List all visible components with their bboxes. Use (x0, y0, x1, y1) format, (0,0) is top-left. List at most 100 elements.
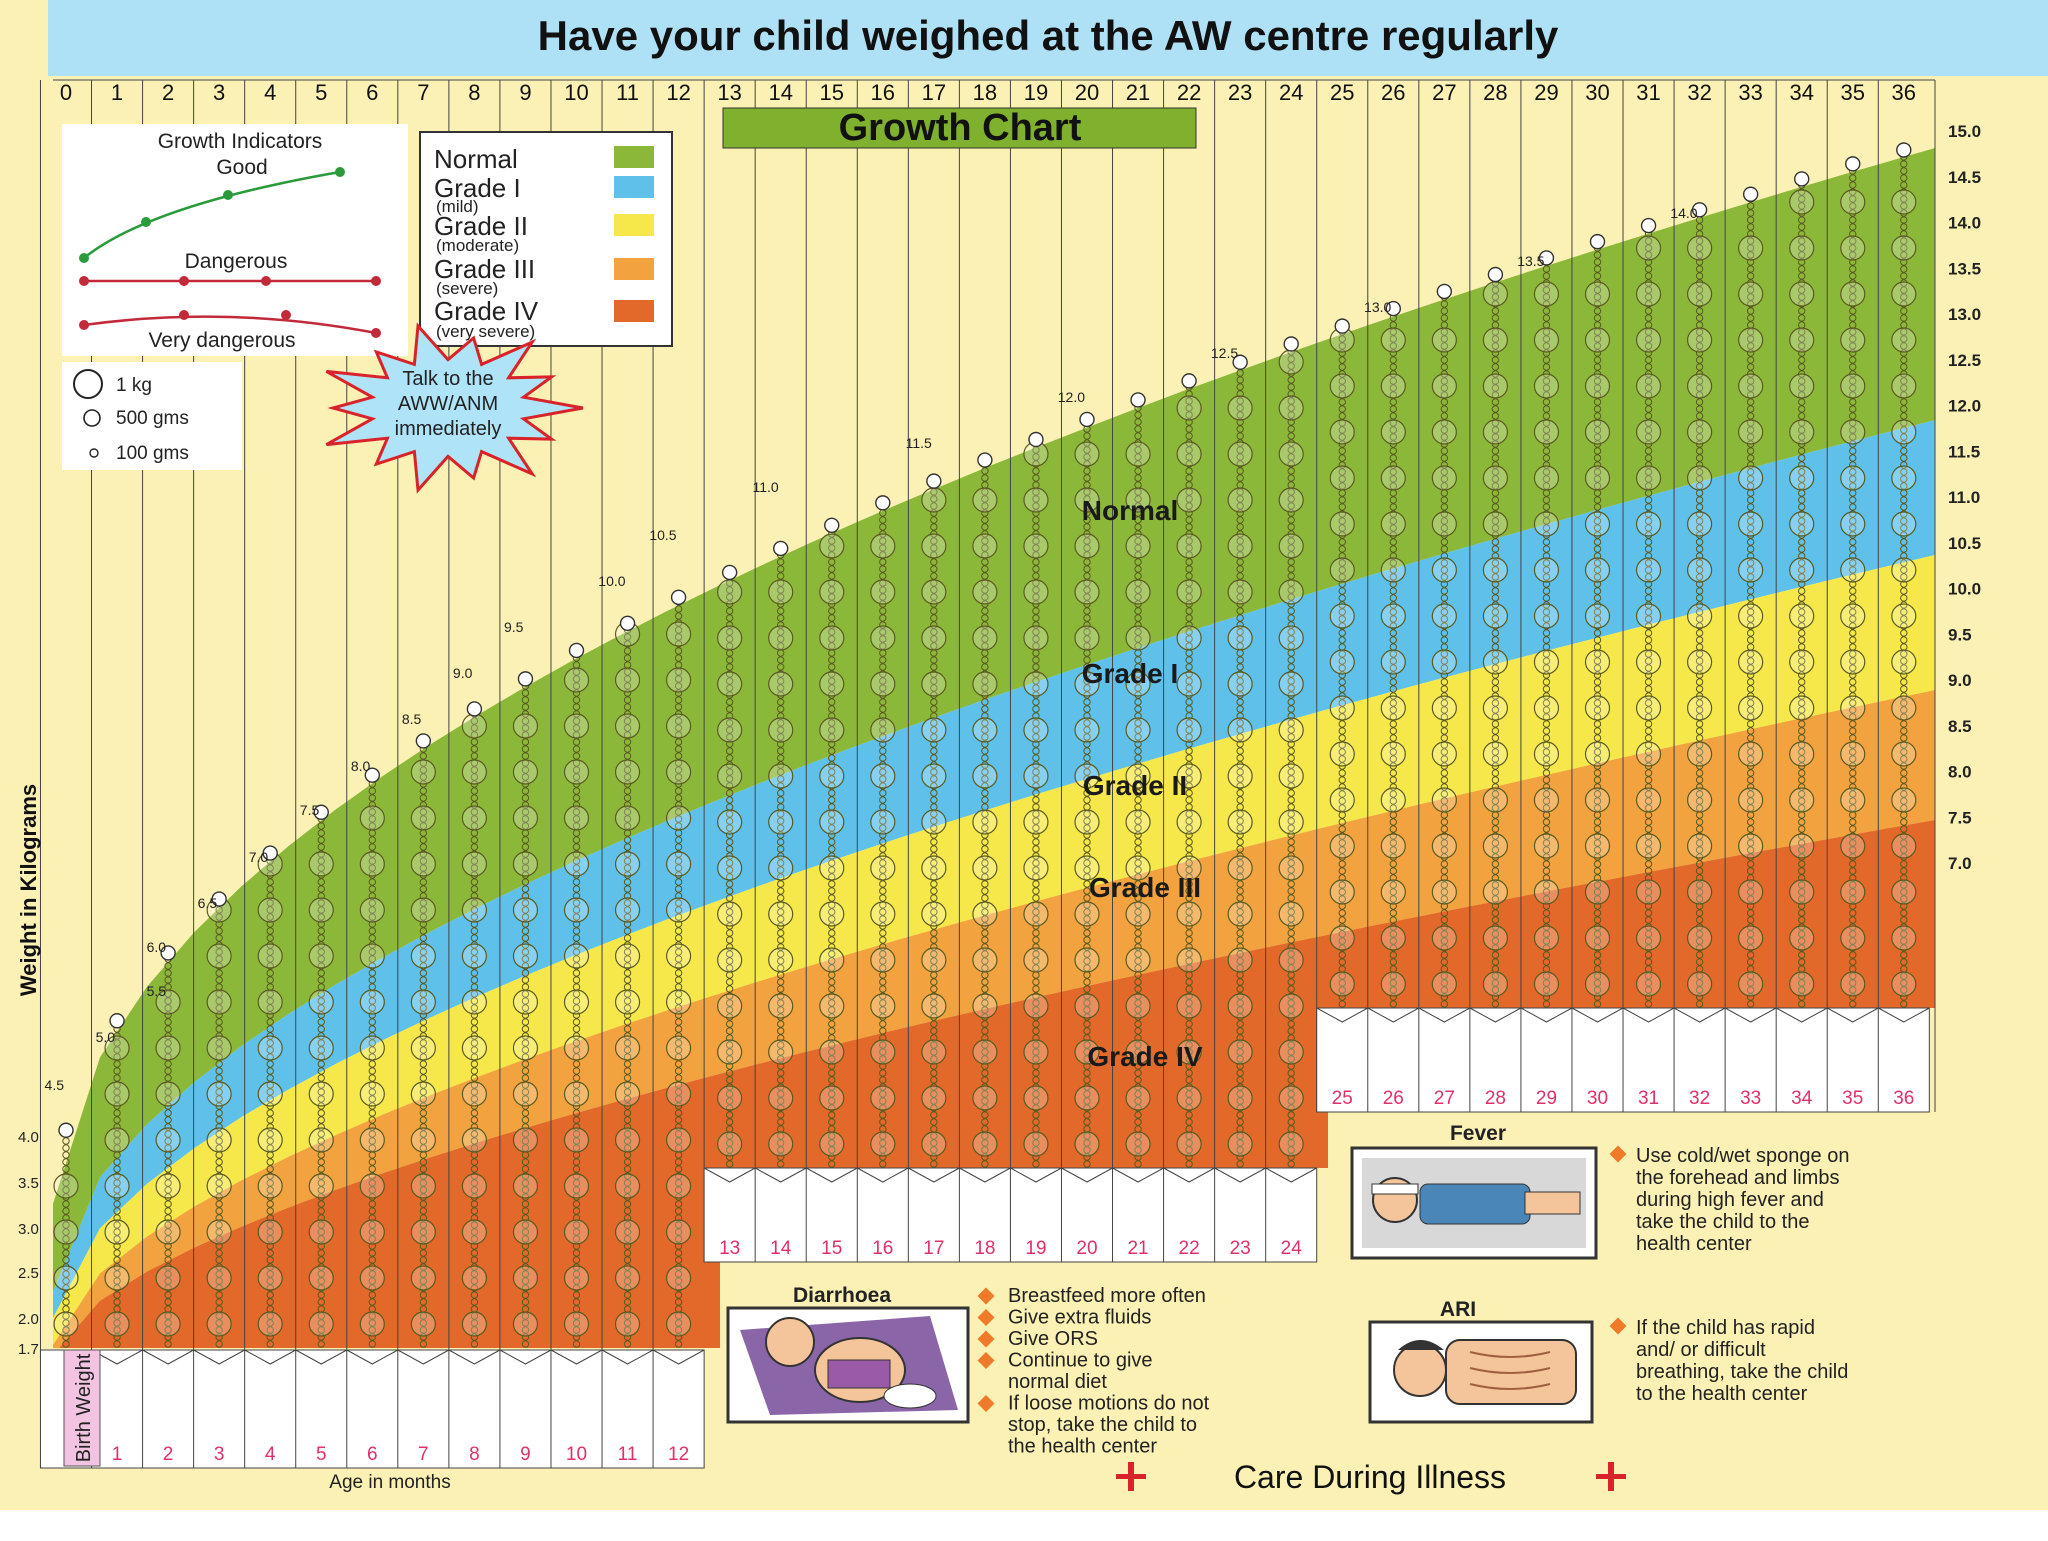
bead-1kg (972, 1131, 998, 1157)
bead-100g (317, 969, 325, 977)
bead-100g (572, 878, 581, 886)
bead-100g (266, 990, 274, 998)
column-top-bead (1487, 266, 1504, 283)
bead-100g (777, 1069, 785, 1077)
bead-100g (674, 703, 683, 711)
bead-100g (113, 1158, 121, 1166)
column-top-bead (926, 473, 942, 489)
bead-100g (623, 1249, 632, 1257)
bead-100g (470, 1095, 479, 1103)
bead-100g (725, 1160, 734, 1168)
column-top-bead (1079, 411, 1095, 428)
bead-100g (521, 1130, 530, 1138)
bead-1kg (1686, 925, 1713, 951)
bead-1kg (359, 1219, 385, 1245)
bead-100g (368, 1158, 376, 1166)
bead-100g (470, 1116, 479, 1124)
bead-100g (828, 1055, 836, 1063)
bead-1kg (870, 901, 896, 927)
bead-100g (674, 1333, 683, 1341)
bead-100g (674, 766, 683, 774)
bead-100g (470, 1235, 479, 1243)
bead-1kg (1635, 787, 1662, 813)
bead-1kg (1789, 695, 1815, 721)
bead-100g (828, 1160, 836, 1168)
bead-100g (521, 752, 530, 760)
bead-100g (572, 836, 581, 844)
bead-100g (674, 1095, 683, 1103)
bead-100g (317, 920, 325, 928)
bead-1kg (819, 1039, 845, 1065)
bead-100g (521, 794, 530, 802)
bead-1kg (1686, 373, 1713, 399)
bead-100g (368, 962, 376, 970)
bead-1kg (870, 1131, 896, 1157)
bead-100g (572, 1060, 581, 1068)
bead-1kg (1482, 833, 1509, 859)
bead-100g (725, 635, 734, 643)
top-month-label: 11 (616, 80, 639, 105)
bead-100g (674, 920, 683, 928)
month-columns (39, 79, 1936, 1468)
bead-1kg (1074, 1131, 1100, 1157)
bead-1kg (104, 1219, 130, 1245)
bead-100g (572, 1312, 581, 1320)
bead-100g (674, 1284, 683, 1292)
bead-100g (521, 1025, 530, 1033)
bead-100g (725, 698, 734, 706)
bead-100g (777, 1139, 785, 1147)
bead-1kg (1431, 787, 1457, 813)
bead-1kg (1482, 603, 1509, 629)
bead-1kg (665, 805, 692, 831)
bead-100g (419, 1200, 428, 1208)
bead-100g (419, 1214, 428, 1222)
bead-100g (674, 1256, 683, 1264)
bead-100g (317, 857, 325, 865)
bead-100g (215, 1172, 223, 1180)
month-label-mid: 13 (719, 1238, 740, 1259)
month-label-bottom: 11 (618, 1444, 638, 1465)
bead-100g (215, 1179, 223, 1187)
bead-1kg (1227, 625, 1253, 651)
month-label-bottom: 6 (367, 1444, 378, 1465)
bead-100g (368, 857, 376, 865)
bead-100g (521, 1235, 530, 1243)
bead-1kg (1074, 579, 1100, 605)
bead-100g (215, 997, 223, 1005)
bead-1kg (155, 1265, 181, 1291)
bead-100g (419, 1270, 428, 1278)
bead-100g (113, 1109, 121, 1117)
bead-100g (623, 1312, 632, 1320)
bead-100g (623, 920, 632, 928)
bead-100g (521, 906, 530, 914)
bead-1kg (870, 763, 896, 789)
bead-100g (725, 978, 734, 986)
bead-100g (368, 1333, 376, 1341)
bead-100g (215, 990, 223, 998)
bead-1kg (665, 667, 692, 693)
bead-100g (623, 1179, 632, 1187)
bead-1kg (1891, 419, 1917, 445)
bead-100g (828, 880, 836, 888)
bead-100g (725, 593, 734, 601)
bead-100g (317, 913, 325, 921)
bead-100g (368, 1214, 376, 1222)
bead-100g (470, 976, 479, 984)
bead-100g (725, 838, 734, 846)
bead-100g (368, 1123, 376, 1131)
bead-100g (419, 1242, 428, 1250)
bead-100g (419, 892, 428, 900)
bead-100g (777, 1041, 785, 1049)
bead-100g (164, 1109, 172, 1117)
bead-100g (521, 1137, 530, 1145)
bead-100g (623, 766, 632, 774)
bead-100g (215, 1025, 223, 1033)
bead-100g (419, 1249, 428, 1257)
bead-1kg (1125, 809, 1151, 835)
column-top-bead (1742, 186, 1759, 202)
bead-100g (62, 1249, 70, 1257)
bead-1kg (1840, 281, 1866, 307)
bead-1kg (1635, 327, 1662, 353)
